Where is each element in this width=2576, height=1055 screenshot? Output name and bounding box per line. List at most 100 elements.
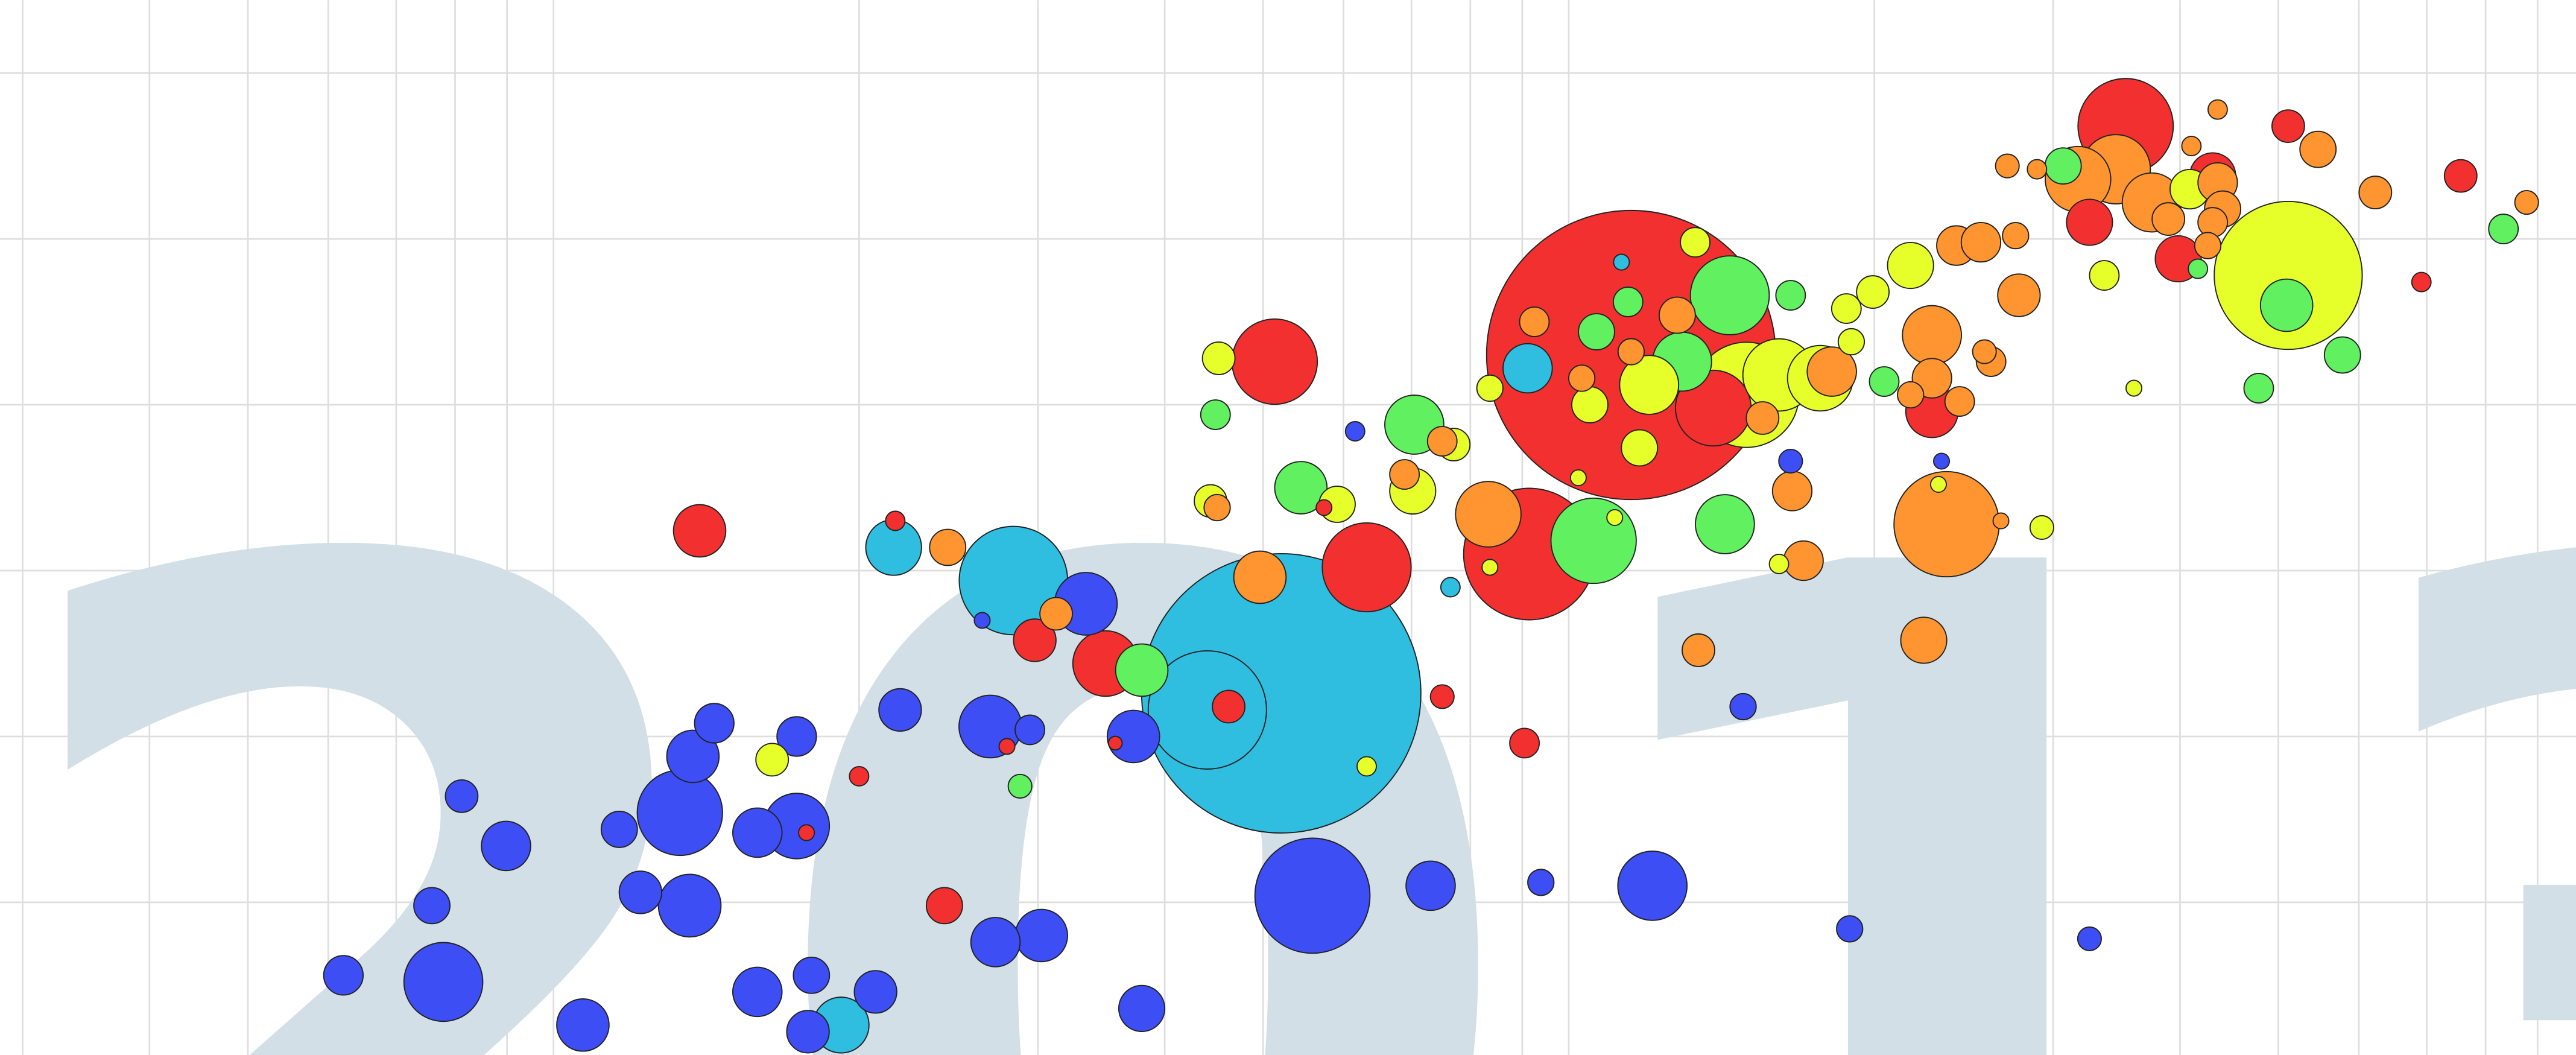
bubble xyxy=(1568,364,1596,392)
bubble xyxy=(1689,255,1770,335)
bubble xyxy=(1619,355,1680,415)
bubble xyxy=(929,528,967,566)
bubbles xyxy=(323,78,2539,1054)
bubble xyxy=(2214,200,2363,350)
bubble xyxy=(1254,837,1371,954)
bubble xyxy=(798,824,815,841)
bubble xyxy=(1606,508,1624,527)
bubble xyxy=(1014,714,1045,746)
bubble xyxy=(600,811,638,848)
bubble xyxy=(1476,374,1504,402)
bubble xyxy=(1481,559,1499,576)
bubble xyxy=(1233,550,1287,604)
bubble xyxy=(2125,379,2143,397)
bubble xyxy=(1682,633,1715,667)
bubble xyxy=(1527,869,1555,896)
bubble xyxy=(1571,386,1609,423)
bubble xyxy=(1836,915,1864,943)
bubble xyxy=(1578,313,1615,350)
bubble xyxy=(1550,497,1637,585)
bubble xyxy=(755,743,790,777)
bubble xyxy=(1200,399,1231,430)
bubble xyxy=(1118,984,1166,1032)
bubble xyxy=(1274,461,1328,515)
bubble xyxy=(2029,515,2054,540)
bubble xyxy=(973,612,991,629)
bubble xyxy=(2299,130,2337,168)
bubble xyxy=(1231,318,1318,405)
bubble xyxy=(413,887,451,925)
bubble xyxy=(2089,260,2120,291)
bubble xyxy=(2259,278,2314,332)
bubble xyxy=(1429,684,1455,709)
bubble xyxy=(1389,459,1420,490)
bubble xyxy=(666,729,720,784)
bubble xyxy=(998,738,1016,755)
bubble xyxy=(1203,493,1231,522)
bubble xyxy=(403,942,484,1022)
bubble xyxy=(1405,860,1456,911)
bubble xyxy=(2181,136,2202,157)
bubble xyxy=(1007,773,1033,799)
bubble xyxy=(925,887,963,925)
bubble xyxy=(1695,494,1755,554)
bubble xyxy=(2271,109,2305,144)
bubble xyxy=(2358,176,2393,209)
bubble xyxy=(1014,908,1068,963)
bubble xyxy=(1613,253,1630,271)
bubble xyxy=(1856,275,1890,309)
bubble xyxy=(1893,470,2000,578)
bubble xyxy=(1569,469,1587,487)
bubble xyxy=(1426,426,1458,457)
bubble xyxy=(1455,481,1522,548)
bubble xyxy=(1887,241,1934,290)
bubble xyxy=(1902,305,1963,366)
bubble xyxy=(2077,926,2102,951)
bubble xyxy=(1617,338,1645,366)
bubble xyxy=(2197,207,2229,238)
bubble xyxy=(885,510,906,531)
bubble xyxy=(2243,373,2274,404)
bubble xyxy=(1356,756,1377,777)
bubble xyxy=(1745,401,1780,435)
bubble xyxy=(1837,328,1866,356)
bubble xyxy=(1900,616,1948,664)
bubble xyxy=(1106,709,1160,764)
bubble xyxy=(1621,429,1659,467)
bubble xyxy=(1944,386,1975,417)
bubble xyxy=(1933,452,1951,470)
bubble xyxy=(732,966,783,1018)
bubble xyxy=(1806,346,1857,397)
bubble xyxy=(1212,689,1246,724)
bubble xyxy=(2044,147,2082,185)
bubble xyxy=(694,703,735,744)
bubble xyxy=(1612,287,1644,317)
bubble xyxy=(2514,190,2539,215)
bubble xyxy=(618,870,662,914)
bubble xyxy=(1972,339,1997,364)
bubble xyxy=(970,917,1021,968)
bubble xyxy=(1321,522,1412,613)
bubble xyxy=(672,504,727,558)
bubble xyxy=(2488,214,2519,244)
bubble xyxy=(1147,650,1267,770)
bubble xyxy=(323,955,364,996)
bubble xyxy=(1013,618,1057,662)
bubble xyxy=(1680,227,1710,258)
bubble xyxy=(1039,597,1074,631)
bubble xyxy=(2066,198,2113,246)
bubble xyxy=(1509,727,1540,759)
bubble xyxy=(1315,499,1333,516)
bubble xyxy=(1995,153,2020,179)
bubble xyxy=(853,970,897,1014)
bubble xyxy=(1778,448,1803,474)
bubble xyxy=(1617,851,1688,921)
bubble xyxy=(2188,258,2209,279)
bubble xyxy=(2323,336,2361,374)
bubble xyxy=(2411,271,2432,293)
bubble xyxy=(2002,221,2030,250)
bubble xyxy=(1775,280,1806,311)
bubble xyxy=(445,779,479,813)
